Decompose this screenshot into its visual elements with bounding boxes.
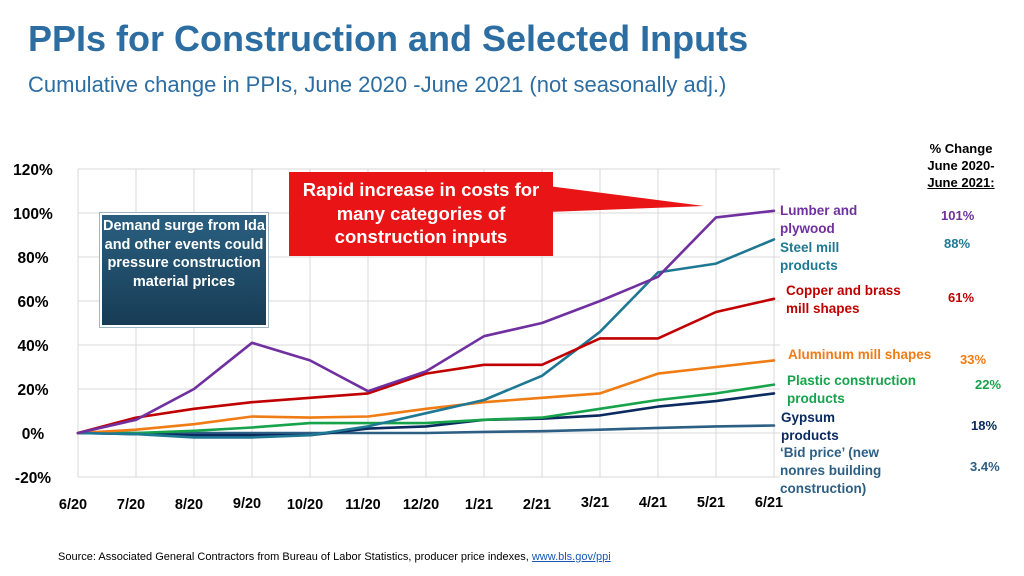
- series-line-copper: [76, 297, 776, 435]
- pct-value-gypsum: 18%: [971, 418, 998, 433]
- pct-value-steel: 88%: [944, 236, 971, 251]
- y-tick-label: 80%: [17, 250, 48, 267]
- pct-value-copper: 61%: [948, 290, 975, 305]
- x-tick-label: 4/21: [639, 495, 667, 511]
- source-text: Source: Associated General Contractors f…: [58, 551, 532, 563]
- demand-surge-annotation: Demand surge from Ida and other events c…: [99, 212, 269, 328]
- series-label-lumber: Lumber and plywood: [780, 203, 858, 236]
- percent-change-header-line: % Change: [929, 141, 993, 156]
- x-tick-label: 3/21: [581, 495, 609, 511]
- pct-value-plastic: 22%: [975, 377, 1002, 392]
- x-tick-label: 5/21: [697, 495, 725, 511]
- series-label-plastic: Plastic construction products: [787, 373, 917, 406]
- series-label-bid: ‘Bid price’ (new nonres building constru…: [780, 445, 882, 496]
- series-label-aluminum: Aluminum mill shapes: [788, 347, 932, 362]
- x-tick-label: 12/20: [403, 497, 439, 513]
- y-tick-label: 120%: [13, 162, 53, 179]
- page-title: PPIs for Construction and Selected Input…: [28, 18, 749, 59]
- series-label-gypsum: Gypsum products: [781, 410, 839, 443]
- page-subtitle: Cumulative change in PPIs, June 2020 -Ju…: [28, 72, 727, 97]
- x-tick-label: 6/20: [59, 497, 87, 513]
- series-line-bid: [76, 424, 776, 435]
- y-tick-label: 0%: [22, 426, 45, 443]
- series-line-aluminum: [76, 359, 776, 435]
- x-tick-label: 11/20: [345, 497, 381, 513]
- percent-change-header-line: June 2020-: [927, 158, 995, 173]
- x-tick-label: 9/20: [233, 496, 261, 512]
- percent-change-header: % Change June 2020- June 2021:: [916, 140, 1006, 191]
- source-note: Source: Associated General Contractors f…: [58, 551, 611, 563]
- y-tick-label: -20%: [15, 470, 51, 487]
- x-tick-label: 1/21: [465, 497, 493, 513]
- x-tick-label: 7/20: [117, 497, 145, 513]
- series-line-lumber: [76, 209, 776, 435]
- series-line-plastic: [76, 383, 776, 435]
- y-tick-label: 40%: [17, 338, 48, 355]
- x-tick-label: 8/20: [175, 497, 203, 513]
- pct-value-bid: 3.4%: [970, 459, 1000, 474]
- x-tick-label: 6/21: [755, 495, 783, 511]
- series-line-steel: [76, 238, 776, 439]
- percent-change-header-line: June 2021:: [927, 175, 995, 190]
- series-label-steel: Steel mill products: [780, 240, 840, 273]
- x-tick-label: 10/20: [287, 497, 323, 513]
- y-tick-label: 100%: [13, 206, 53, 223]
- series-label-copper: Copper and brass mill shapes: [786, 283, 901, 316]
- x-tick-label: 2/21: [523, 497, 551, 513]
- callout-pointer: [548, 186, 704, 212]
- bls-link[interactable]: www.bls.gov/ppi: [531, 551, 611, 563]
- pct-value-lumber: 101%: [941, 208, 975, 223]
- rapid-increase-callout: Rapid increase in costs for many categor…: [289, 172, 553, 256]
- pct-value-aluminum: 33%: [960, 352, 987, 367]
- y-tick-label: 60%: [17, 294, 48, 311]
- series-line-gypsum: [76, 392, 776, 437]
- y-tick-label: 20%: [17, 382, 48, 399]
